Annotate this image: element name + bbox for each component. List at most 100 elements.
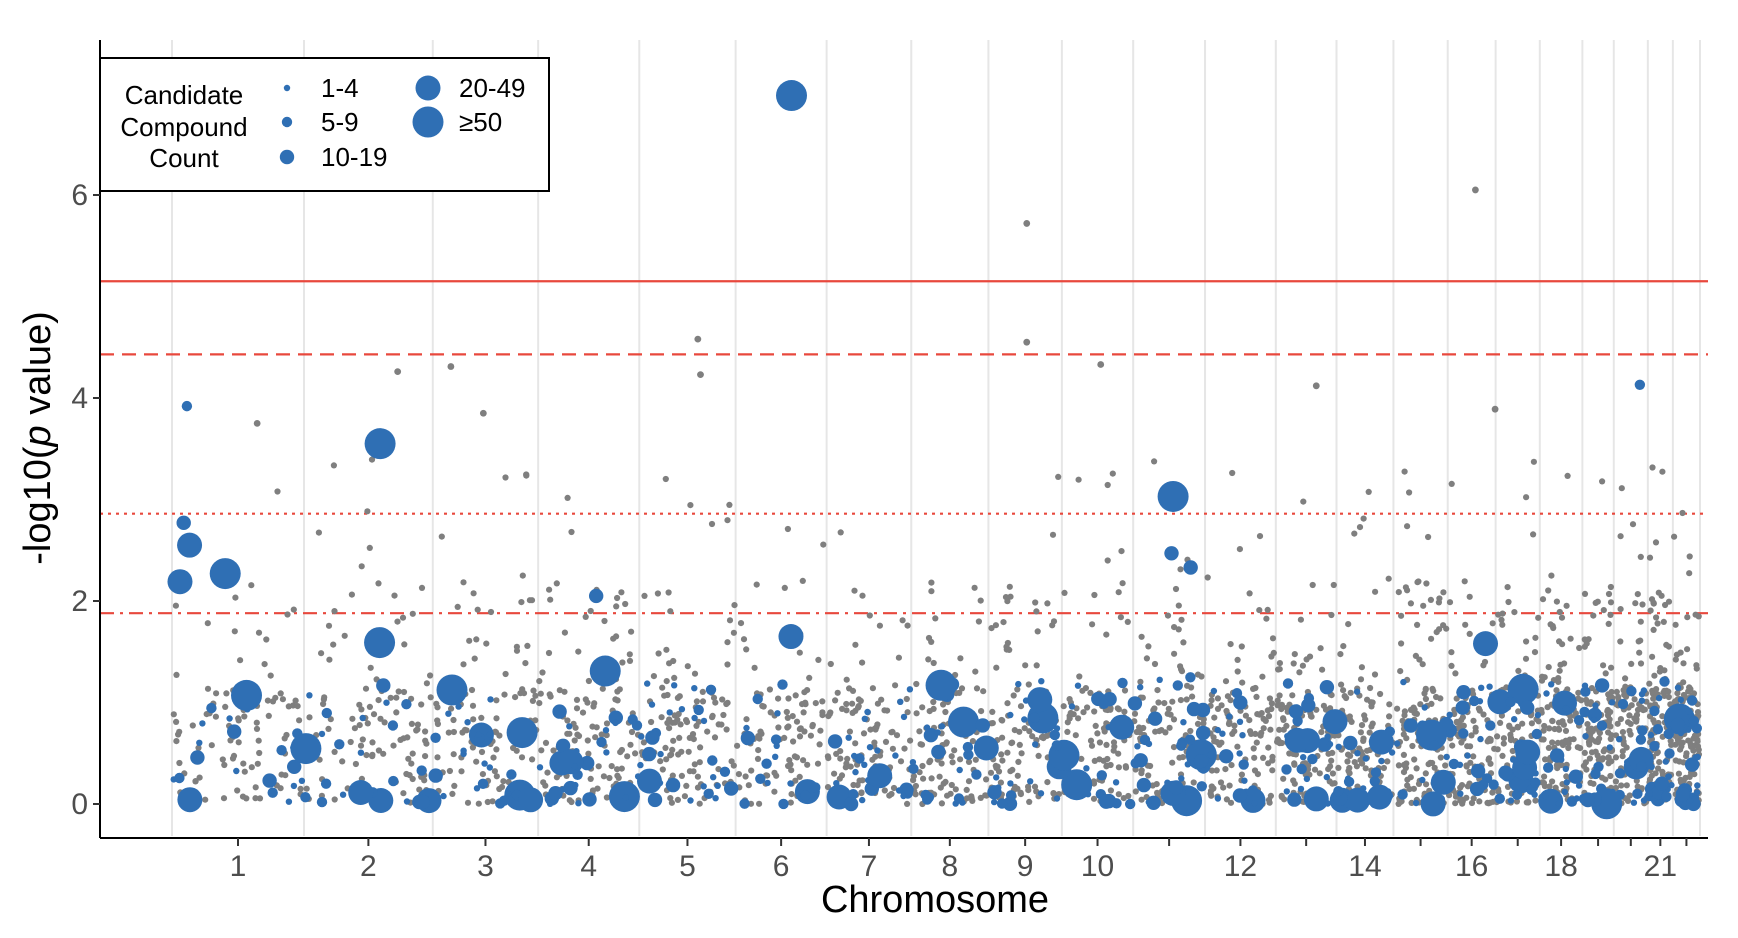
snp-point xyxy=(1358,722,1366,729)
snp-point xyxy=(1276,726,1283,733)
snp-point xyxy=(1267,726,1274,733)
snp-point xyxy=(1626,792,1633,799)
snp-point xyxy=(664,691,671,699)
snp-point xyxy=(1549,622,1556,630)
snp-point xyxy=(689,731,697,738)
snp-point xyxy=(1006,646,1013,654)
snp-point xyxy=(568,798,575,806)
candidate-point xyxy=(1592,702,1599,709)
snp-point xyxy=(928,579,935,586)
snp-point xyxy=(1161,700,1168,707)
snp-point xyxy=(281,735,288,742)
candidate-point xyxy=(845,734,852,741)
snp-point xyxy=(1268,700,1275,707)
candidate-point xyxy=(1420,791,1446,817)
candidate-point xyxy=(1388,749,1396,756)
snp-point xyxy=(1014,772,1021,779)
snp-point-peak xyxy=(479,409,487,417)
snp-point xyxy=(1088,742,1096,749)
snp-point xyxy=(711,734,719,741)
snp-point xyxy=(852,641,859,648)
candidate-point xyxy=(752,693,763,705)
snp-point xyxy=(1177,697,1184,704)
snp-point xyxy=(1540,736,1547,743)
candidate-point xyxy=(1469,695,1480,707)
snp-point xyxy=(667,795,674,802)
snp-point xyxy=(1398,612,1405,619)
snp-point xyxy=(1665,693,1672,701)
snp-point xyxy=(496,785,503,793)
candidate-point xyxy=(575,800,582,807)
snp-point xyxy=(1500,735,1507,742)
snp-point-peak xyxy=(394,368,402,376)
snp-point xyxy=(1351,530,1358,537)
candidate-point xyxy=(1184,734,1196,745)
snp-point xyxy=(540,779,547,786)
snp-point xyxy=(1470,717,1477,724)
candidate-point xyxy=(710,774,717,781)
snp-point xyxy=(1223,796,1230,803)
snp-point xyxy=(1507,737,1515,744)
snp-point xyxy=(1107,705,1114,712)
snp-point xyxy=(1559,641,1566,648)
snp-point xyxy=(1541,674,1548,681)
snp-point xyxy=(836,775,843,782)
snp-point xyxy=(1234,656,1241,664)
candidate-point xyxy=(1507,673,1539,705)
candidate-point xyxy=(403,798,411,805)
candidate-point xyxy=(923,728,939,743)
candidate-point xyxy=(707,755,718,766)
snp-point xyxy=(393,694,400,701)
snp-point xyxy=(1033,608,1040,615)
snp-point xyxy=(956,689,963,697)
snp-point xyxy=(1553,687,1560,694)
snp-point xyxy=(1359,760,1366,767)
snp-point xyxy=(965,778,973,785)
candidate-point xyxy=(285,798,293,805)
snp-point xyxy=(724,517,731,524)
snp-point xyxy=(1260,725,1267,732)
snp-point xyxy=(648,718,655,726)
snp-point xyxy=(1340,687,1347,694)
snp-point xyxy=(1623,782,1630,789)
snp-point xyxy=(454,603,461,611)
candidate-point xyxy=(1534,711,1542,719)
candidate-point xyxy=(1207,751,1214,759)
candidate-point xyxy=(1241,777,1248,784)
snp-point xyxy=(1269,753,1276,761)
snp-point xyxy=(1563,773,1570,780)
snp-point-peak xyxy=(1023,220,1031,227)
snp-point xyxy=(681,793,689,800)
snp-point xyxy=(678,748,685,755)
candidate-point xyxy=(226,715,233,722)
snp-point xyxy=(1404,523,1411,530)
candidate-point xyxy=(1283,788,1291,795)
snp-point xyxy=(873,724,880,731)
snp-point xyxy=(796,733,804,740)
candidate-point xyxy=(548,786,563,801)
snp-point xyxy=(980,688,987,695)
x-tick-label-chr-1: 1 xyxy=(230,850,247,883)
snp-point xyxy=(1660,618,1667,626)
candidate-point-peak xyxy=(1634,379,1646,391)
snp-point xyxy=(1329,749,1336,757)
snp-point xyxy=(685,748,692,755)
snp-point xyxy=(590,703,597,710)
snp-point xyxy=(834,689,841,696)
snp-point xyxy=(640,739,648,746)
candidate-point xyxy=(700,783,707,790)
snp-point xyxy=(1091,757,1098,765)
snp-point xyxy=(1672,733,1679,740)
candidate-point xyxy=(1456,685,1471,700)
x-tick-label-chr-4: 4 xyxy=(580,850,597,883)
snp-point xyxy=(464,799,472,806)
snp-point xyxy=(1440,589,1447,596)
snp-point xyxy=(1397,668,1404,675)
snp-point xyxy=(523,471,530,478)
snp-point xyxy=(1625,719,1632,726)
snp-point xyxy=(318,650,325,657)
background-snp-points xyxy=(170,186,1702,808)
candidate-point xyxy=(1640,797,1648,804)
snp-point xyxy=(1004,700,1011,707)
candidate-point-peak xyxy=(925,669,957,701)
